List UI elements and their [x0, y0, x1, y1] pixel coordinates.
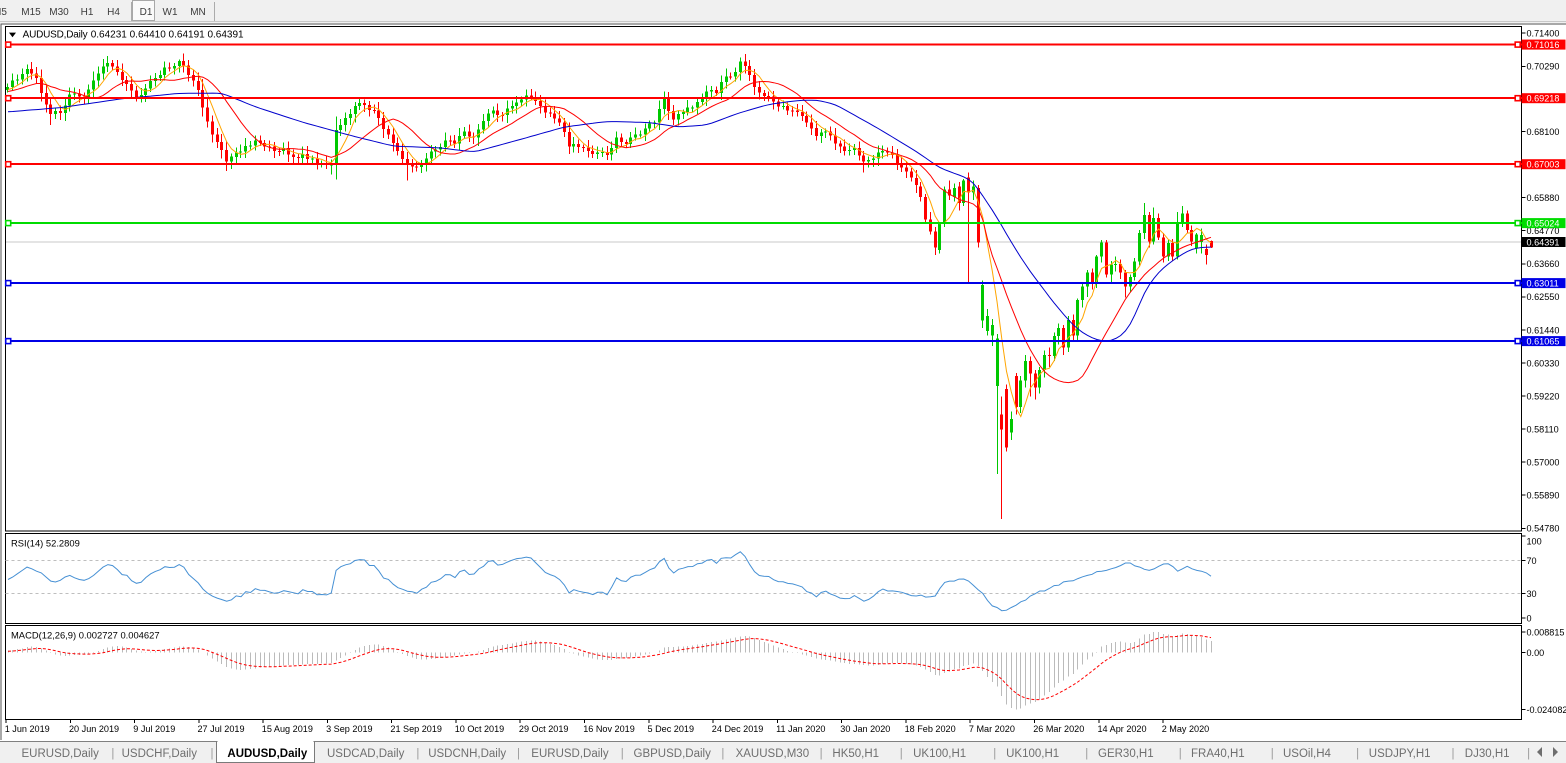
svg-text:|: |	[1085, 748, 1088, 760]
svg-text:H1: H1	[81, 7, 94, 18]
svg-text:0.67003: 0.67003	[1527, 160, 1560, 170]
svg-text:0.59220: 0.59220	[1527, 391, 1560, 401]
svg-text:0.69218: 0.69218	[1527, 94, 1560, 104]
svg-text:9 Jul 2019: 9 Jul 2019	[133, 724, 175, 734]
svg-text:USDCAD,Daily: USDCAD,Daily	[327, 748, 405, 760]
svg-text:|: |	[621, 748, 624, 760]
svg-text:|: |	[1271, 748, 1274, 760]
svg-text:FRA40,H1: FRA40,H1	[1191, 748, 1245, 760]
svg-text:0.58110: 0.58110	[1527, 425, 1559, 435]
svg-text:0.62550: 0.62550	[1527, 292, 1560, 302]
svg-text:16 Nov 2019: 16 Nov 2019	[583, 724, 635, 734]
svg-text:M15: M15	[21, 7, 41, 18]
svg-text:21 Sep 2019: 21 Sep 2019	[390, 724, 442, 734]
svg-text:M30: M30	[49, 7, 69, 18]
svg-text:0.70290: 0.70290	[1527, 62, 1560, 72]
svg-text:W1: W1	[163, 7, 178, 18]
svg-text:27 Jul 2019: 27 Jul 2019	[198, 724, 245, 734]
svg-text:RSI(14) 52.2809: RSI(14) 52.2809	[11, 538, 80, 549]
svg-text:18 Feb 2020: 18 Feb 2020	[905, 724, 956, 734]
svg-text:UK100,H1: UK100,H1	[1006, 748, 1059, 760]
svg-text:AUDUSD,Daily: AUDUSD,Daily	[23, 29, 88, 40]
svg-text:11 Jan 2020: 11 Jan 2020	[776, 724, 825, 734]
svg-text:14 Apr 2020: 14 Apr 2020	[1098, 724, 1147, 734]
svg-text:2 May 2020: 2 May 2020	[1162, 724, 1210, 734]
svg-text:EURUSD,Daily: EURUSD,Daily	[531, 748, 609, 760]
svg-text:30 Jan 2020: 30 Jan 2020	[840, 724, 890, 734]
svg-text:24 Dec 2019: 24 Dec 2019	[712, 724, 764, 734]
svg-text:UK100,H1: UK100,H1	[913, 748, 966, 760]
svg-text:|: |	[517, 748, 520, 760]
svg-text:|: |	[721, 748, 724, 760]
svg-text:|: |	[211, 748, 214, 760]
svg-text:0.61440: 0.61440	[1527, 325, 1560, 335]
svg-text:0.008815: 0.008815	[1527, 627, 1565, 637]
svg-text:M5: M5	[0, 7, 7, 18]
svg-text:MACD(12,26,9) 0.002727 0.00462: MACD(12,26,9) 0.002727 0.004627	[11, 630, 160, 641]
svg-text:GER30,H1: GER30,H1	[1098, 748, 1154, 760]
svg-text:7 Mar 2020: 7 Mar 2020	[969, 724, 1015, 734]
svg-text:|: |	[1452, 748, 1455, 760]
svg-text:15 Aug 2019: 15 Aug 2019	[262, 724, 313, 734]
svg-text:|: |	[1527, 748, 1530, 760]
svg-text:DJ30,H1: DJ30,H1	[1465, 748, 1510, 760]
svg-text:0.64231 0.64410 0.64191 0.6439: 0.64231 0.64410 0.64191 0.64391	[91, 29, 244, 40]
svg-text:100: 100	[1527, 536, 1542, 546]
svg-text:GBPUSD,Daily: GBPUSD,Daily	[634, 748, 712, 760]
svg-text:USDCHF,Daily: USDCHF,Daily	[122, 748, 198, 760]
svg-text:|: |	[416, 748, 419, 760]
svg-text:0.65880: 0.65880	[1527, 193, 1560, 203]
svg-text:|: |	[1179, 748, 1182, 760]
svg-text:|: |	[111, 748, 114, 760]
svg-text:0.00: 0.00	[1527, 648, 1545, 658]
svg-text:26 Mar 2020: 26 Mar 2020	[1033, 724, 1084, 734]
svg-text:70: 70	[1527, 556, 1537, 566]
svg-text:D1: D1	[140, 7, 153, 18]
svg-text:XAUUSD,M30: XAUUSD,M30	[736, 748, 810, 760]
svg-text:|: |	[820, 748, 823, 760]
svg-text:0.65024: 0.65024	[1527, 219, 1560, 229]
svg-text:0: 0	[1527, 614, 1532, 624]
svg-text:AUDUSD,Daily: AUDUSD,Daily	[227, 748, 307, 760]
svg-text:USOil,H4: USOil,H4	[1283, 748, 1332, 760]
svg-text:|: |	[993, 748, 996, 760]
svg-text:5 Dec 2019: 5 Dec 2019	[648, 724, 695, 734]
svg-text:USDCNH,Daily: USDCNH,Daily	[428, 748, 506, 760]
svg-text:1 Jun 2019: 1 Jun 2019	[5, 724, 50, 734]
svg-text:0.63660: 0.63660	[1527, 259, 1560, 269]
svg-text:0.68100: 0.68100	[1527, 127, 1560, 137]
svg-text:0.64770: 0.64770	[1527, 226, 1560, 236]
svg-text:HK50,H1: HK50,H1	[832, 748, 879, 760]
svg-text:0.63011: 0.63011	[1527, 279, 1559, 289]
svg-text:0.71400: 0.71400	[1527, 29, 1560, 39]
svg-text:0.61065: 0.61065	[1527, 337, 1560, 347]
svg-text:0.64391: 0.64391	[1527, 237, 1560, 247]
svg-text:3 Sep 2019: 3 Sep 2019	[326, 724, 373, 734]
svg-text:MN: MN	[190, 7, 206, 18]
svg-text:|: |	[900, 748, 903, 760]
svg-text:H4: H4	[107, 7, 120, 18]
svg-text:0.54780: 0.54780	[1527, 524, 1560, 534]
svg-text:0.57000: 0.57000	[1527, 458, 1560, 468]
svg-text:20 Jun 2019: 20 Jun 2019	[69, 724, 119, 734]
svg-text:29 Oct 2019: 29 Oct 2019	[519, 724, 569, 734]
svg-text:EURUSD,Daily: EURUSD,Daily	[22, 748, 100, 760]
svg-text:0.71016: 0.71016	[1527, 40, 1560, 50]
svg-text:-0.024082: -0.024082	[1527, 705, 1566, 715]
svg-text:0.60330: 0.60330	[1527, 358, 1560, 368]
svg-text:USDJPY,H1: USDJPY,H1	[1369, 748, 1431, 760]
svg-text:|: |	[1356, 748, 1359, 760]
svg-text:0.55890: 0.55890	[1527, 491, 1560, 501]
svg-text:10 Oct 2019: 10 Oct 2019	[455, 724, 505, 734]
svg-text:30: 30	[1527, 589, 1537, 599]
